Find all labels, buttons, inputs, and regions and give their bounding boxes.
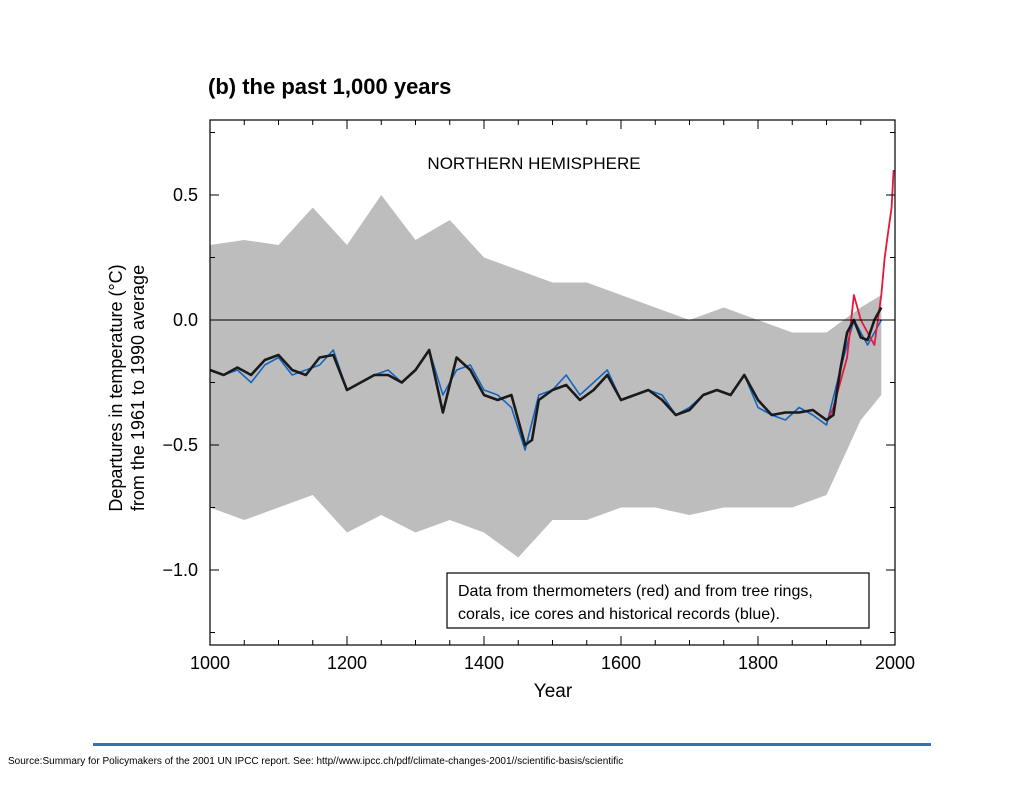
legend-box [446, 572, 870, 629]
x-tick-label: 2000 [875, 653, 915, 673]
source-caption: Source:Summary for Policymakers of the 2… [8, 756, 624, 767]
chart-subtitle: NORTHERN HEMISPHERE [427, 154, 640, 173]
uncertainty-band [210, 195, 882, 558]
series-layer [209, 169, 895, 451]
x-tick-label: 1600 [601, 653, 641, 673]
x-tick-label: 1000 [190, 653, 230, 673]
temperature-chart: (b) the past 1,000 years 1000 1200 1400 160… [106, 74, 915, 702]
uncertainty-band-area [210, 195, 882, 558]
tick-layer: 1000 1200 1400 1600 1800 2000 0.5 0.0 −0.5 −1.0 [162, 120, 915, 673]
divider-line [93, 743, 931, 746]
y-tick-label: −0.5 [162, 435, 198, 455]
y-axis-label-line-1: Departures in temperature (°C) [106, 264, 126, 511]
x-axis-label: Year [534, 681, 573, 702]
chart-title: (b) the past 1,000 years [208, 74, 451, 99]
y-axis-label-line-2: from the 1961 to 1990 average [128, 265, 148, 511]
legend-line-1: Data from thermometers (red) and from tr… [458, 583, 813, 600]
series-line-3 [209, 306, 883, 447]
legend-line-2: corals, ice cores and historical records… [458, 606, 780, 623]
x-tick-label: 1800 [738, 653, 778, 673]
y-tick-label: 0.0 [173, 310, 198, 330]
x-tick-label: 1400 [464, 653, 504, 673]
x-tick-label: 1200 [327, 653, 367, 673]
y-tick-label: 0.5 [173, 185, 198, 205]
series-line-2 [827, 169, 895, 421]
y-tick-label: −1.0 [162, 560, 198, 580]
